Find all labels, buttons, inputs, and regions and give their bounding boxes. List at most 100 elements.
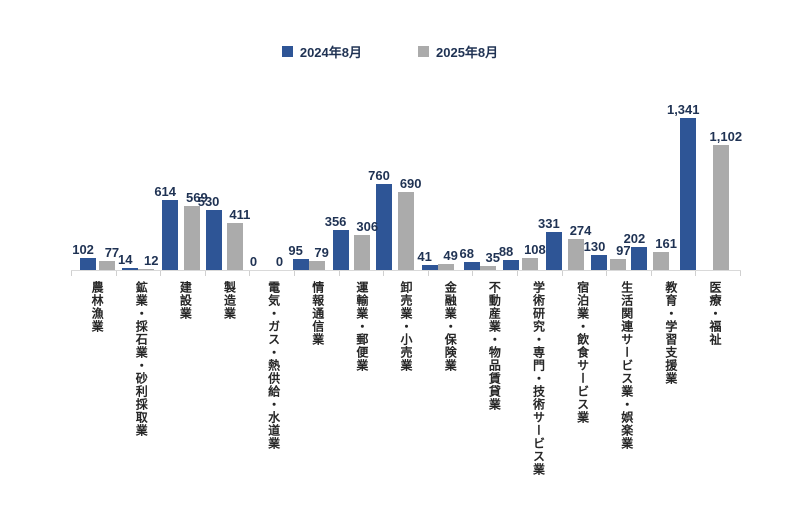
category-axis: 農林漁業 鉱業・採石業・砂利採取業 建設業 製造業 電気・ガス・熱供給・水道業 情報通信業…: [75, 281, 737, 476]
bar-value-label: 102: [72, 242, 94, 258]
category-label: 医療・福祉: [708, 281, 723, 346]
bar-2025年8月: [183, 205, 200, 270]
category-cell: 農林漁業: [75, 281, 119, 333]
bar-wrap: 88: [499, 95, 520, 270]
bar-wrap: 108: [519, 95, 546, 270]
bar-value-label: 0: [275, 254, 284, 269]
bar-wrap: 202: [624, 95, 651, 270]
category-label: 運輸業・郵便業: [354, 281, 369, 372]
bar-value-label: 690: [399, 175, 422, 191]
category-cell: 不動産業・物品賃貸業: [472, 281, 516, 411]
bar-value-label: 130: [583, 239, 606, 255]
bar-wrap: 1,341: [667, 95, 705, 270]
bar-2024年8月: [591, 255, 608, 270]
bar-wrap: 130: [584, 95, 611, 270]
bar-2025年8月: [610, 259, 627, 270]
bar-2025年8月: [308, 261, 325, 270]
bar-value-label: 530: [197, 193, 220, 209]
bar-wrap: 49: [437, 95, 458, 270]
bar-wrap: 0: [266, 95, 284, 270]
axis-tick: [71, 271, 116, 276]
bar-group: 1,341 1,102: [667, 95, 742, 270]
axis-tick: [561, 271, 607, 276]
bar-wrap: 614: [154, 95, 181, 270]
axis-tick: [338, 271, 384, 276]
bar-2025年8月: [138, 268, 155, 270]
bar-wrap: 530: [198, 95, 225, 270]
bar-group: 130 97: [584, 95, 631, 270]
axis-tick: [606, 271, 651, 276]
bar-2024年8月: [332, 229, 349, 270]
bar-value-label: 95: [288, 243, 303, 259]
category-label: 情報通信業: [310, 281, 325, 346]
category-label: 宿泊業・飲食サービス業: [575, 281, 590, 424]
category-cell: 金融業・保険業: [428, 281, 472, 372]
bar-value-label: 411: [229, 207, 251, 223]
category-label: 生活関連サービス業・娯楽業: [619, 281, 634, 450]
bar-2024年8月: [545, 232, 562, 270]
legend-item-2024: 2024年8月: [281, 42, 362, 61]
bar-value-label: 14: [118, 252, 133, 268]
bar-2025年8月: [479, 266, 496, 270]
category-cell: 宿泊業・飲食サービス業: [561, 281, 605, 424]
category-label: 農林漁業: [90, 281, 105, 333]
axis-tick: [160, 271, 205, 276]
bar-2024年8月: [375, 183, 392, 270]
bar-value-label: 331: [538, 216, 560, 232]
bar-group: 331 274: [538, 95, 591, 270]
category-cell: 鉱業・採石業・砂利採取業: [119, 281, 163, 437]
bar-value-label: 0: [249, 254, 258, 269]
bar-wrap: 12: [138, 95, 158, 270]
category-label: 不動産業・物品賃貸業: [487, 281, 502, 411]
bar-2025年8月: [567, 238, 584, 270]
category-label: 鉱業・採石業・砂利採取業: [134, 281, 149, 437]
bar-2024年8月: [503, 260, 520, 270]
axis-tick: [115, 271, 161, 276]
bar-2024年8月: [463, 262, 480, 270]
bar-value-label: 49: [443, 248, 458, 264]
bar-wrap: 411: [224, 95, 250, 270]
bar-value-label: 35: [485, 250, 500, 266]
bar-value-label: 77: [104, 245, 120, 261]
bar-2024年8月: [162, 200, 179, 270]
bar-value-label: 1,341: [666, 102, 700, 117]
bar-2024年8月: [631, 247, 648, 270]
bar-value-label: 79: [314, 245, 329, 261]
bar-2025年8月: [226, 223, 243, 270]
chart-legend: 2024年8月 2025年8月: [0, 42, 780, 61]
bar-chart: 102 77 14 12 614 569 530 411 0 0 95 79 356 306 760 690 4…: [71, 95, 742, 495]
bar-wrap: 95: [288, 95, 309, 270]
bar-group: 88 108: [499, 95, 546, 270]
category-label: 建設業: [178, 281, 193, 320]
bar-value-label: 356: [324, 213, 347, 229]
bar-value-label: 12: [144, 252, 159, 268]
bar-wrap: 569: [181, 95, 208, 270]
bar-2024年8月: [80, 258, 97, 270]
bar-2025年8月: [397, 191, 414, 270]
bar-2024年8月: [680, 118, 697, 270]
category-cell: 卸売業・小売業: [384, 281, 428, 372]
bar-2024年8月: [421, 265, 438, 270]
category-cell: 医療・福祉: [693, 281, 737, 346]
bar-group: 530 411: [198, 95, 250, 270]
x-axis-ticks: [71, 271, 741, 276]
bar-group: 760 690: [368, 95, 422, 270]
category-cell: 情報通信業: [296, 281, 340, 346]
bar-wrap: 356: [325, 95, 352, 270]
bar-group: 68 35: [459, 95, 501, 270]
x-axis-line: [71, 270, 741, 271]
category-label: 学術研究・専門・技術サービス業: [531, 281, 546, 476]
bar-wrap: 77: [98, 95, 119, 270]
bar-wrap: 161: [650, 95, 677, 270]
axis-tick: [695, 271, 741, 276]
bar-value-label: 306: [356, 219, 379, 235]
bar-group: 102 77: [72, 95, 119, 270]
category-cell: 製造業: [207, 281, 251, 320]
bar-wrap: 274: [565, 95, 591, 270]
bar-value-label: 274: [569, 222, 592, 238]
category-label: 卸売業・小売業: [399, 281, 414, 372]
bar-value-label: 97: [616, 243, 631, 259]
category-cell: 運輸業・郵便業: [340, 281, 384, 372]
bar-wrap: 0: [250, 95, 266, 270]
bar-wrap: 331: [538, 95, 565, 270]
